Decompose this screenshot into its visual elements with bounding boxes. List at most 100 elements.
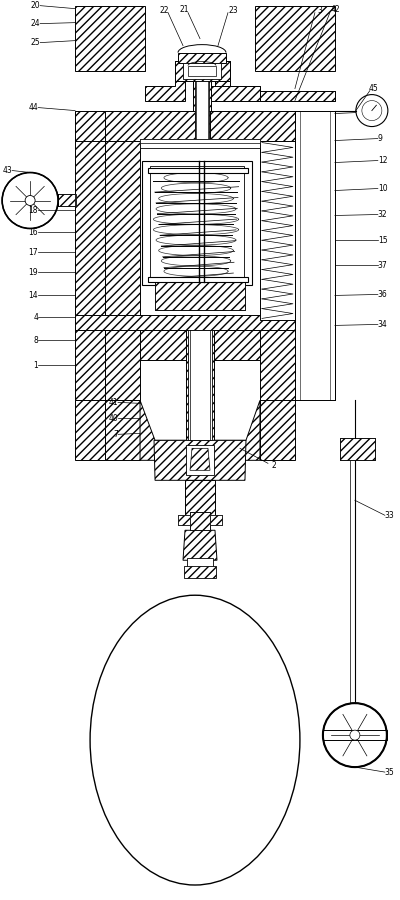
Polygon shape (105, 330, 140, 400)
Polygon shape (175, 60, 230, 81)
Polygon shape (145, 60, 185, 101)
Polygon shape (75, 330, 105, 400)
Bar (183, 63, 221, 78)
Polygon shape (75, 111, 105, 330)
Text: 32: 32 (378, 210, 388, 219)
Circle shape (25, 195, 35, 205)
Polygon shape (105, 400, 140, 460)
Polygon shape (178, 52, 226, 63)
Text: 12: 12 (378, 156, 387, 165)
Text: 45: 45 (369, 84, 379, 93)
Polygon shape (295, 111, 335, 330)
Text: 40: 40 (108, 414, 118, 423)
Polygon shape (75, 5, 145, 70)
Circle shape (350, 730, 360, 740)
Text: 17: 17 (28, 248, 38, 257)
Polygon shape (340, 438, 375, 460)
Bar (150, 166, 244, 281)
Polygon shape (154, 440, 246, 481)
Polygon shape (105, 111, 195, 140)
Text: 41: 41 (108, 398, 118, 407)
Polygon shape (183, 530, 217, 560)
Bar (142, 160, 252, 285)
Bar (188, 330, 212, 440)
Polygon shape (184, 566, 216, 578)
Text: 9: 9 (378, 134, 383, 143)
Text: 23: 23 (228, 6, 238, 15)
Polygon shape (193, 81, 211, 140)
Bar (260, 91, 335, 101)
Circle shape (362, 101, 382, 121)
Text: 2: 2 (272, 461, 277, 470)
Polygon shape (75, 400, 105, 460)
Polygon shape (210, 111, 295, 140)
Circle shape (2, 173, 58, 229)
Bar (58, 194, 76, 205)
Circle shape (356, 94, 388, 127)
Polygon shape (260, 330, 295, 400)
Polygon shape (75, 111, 335, 140)
Text: 24: 24 (30, 19, 40, 28)
Polygon shape (190, 512, 210, 530)
Bar (187, 558, 213, 571)
Polygon shape (260, 111, 295, 330)
Bar (195, 81, 209, 140)
Polygon shape (214, 400, 260, 460)
Polygon shape (186, 446, 214, 475)
Bar (188, 66, 216, 76)
Polygon shape (215, 60, 260, 101)
Polygon shape (211, 86, 260, 101)
Polygon shape (105, 111, 140, 330)
Bar (178, 516, 190, 526)
Text: 15: 15 (378, 236, 388, 245)
Text: 44: 44 (28, 104, 38, 112)
Text: 10: 10 (378, 184, 388, 193)
Text: 16: 16 (28, 228, 38, 237)
Text: 22: 22 (159, 6, 169, 15)
Polygon shape (140, 400, 186, 460)
Bar (140, 139, 260, 148)
Polygon shape (75, 315, 335, 330)
Bar (295, 111, 335, 400)
Polygon shape (210, 516, 222, 526)
Text: 36: 36 (378, 290, 388, 299)
Text: 37: 37 (378, 261, 388, 270)
Bar (155, 283, 245, 310)
Bar (148, 167, 248, 173)
Polygon shape (186, 330, 214, 440)
Bar (210, 516, 222, 526)
Text: 1: 1 (33, 361, 38, 370)
Bar (190, 512, 210, 530)
Text: 7: 7 (113, 430, 118, 439)
Text: 3: 3 (318, 6, 322, 15)
Bar (140, 139, 260, 142)
Bar (340, 438, 375, 460)
Polygon shape (260, 400, 295, 460)
Text: 34: 34 (378, 320, 388, 328)
Bar (148, 277, 248, 283)
Polygon shape (155, 283, 245, 310)
Text: 14: 14 (28, 291, 38, 300)
Text: 42: 42 (331, 5, 341, 14)
Polygon shape (58, 194, 75, 205)
Text: 18: 18 (29, 206, 38, 215)
Text: 20: 20 (30, 1, 40, 10)
Text: 25: 25 (30, 38, 40, 47)
Text: 33: 33 (385, 511, 395, 520)
Bar (260, 140, 295, 320)
Text: 4: 4 (33, 313, 38, 322)
Ellipse shape (90, 595, 300, 885)
Bar (323, 730, 387, 740)
Polygon shape (260, 91, 335, 101)
Circle shape (323, 703, 387, 767)
Text: 8: 8 (33, 336, 38, 345)
Polygon shape (185, 481, 215, 516)
Polygon shape (255, 5, 335, 70)
Polygon shape (140, 330, 260, 360)
Text: 21: 21 (179, 5, 189, 14)
Text: 19: 19 (28, 268, 38, 277)
Text: 43: 43 (2, 166, 12, 175)
Polygon shape (178, 516, 190, 526)
Polygon shape (190, 448, 210, 471)
Text: 35: 35 (385, 768, 395, 777)
